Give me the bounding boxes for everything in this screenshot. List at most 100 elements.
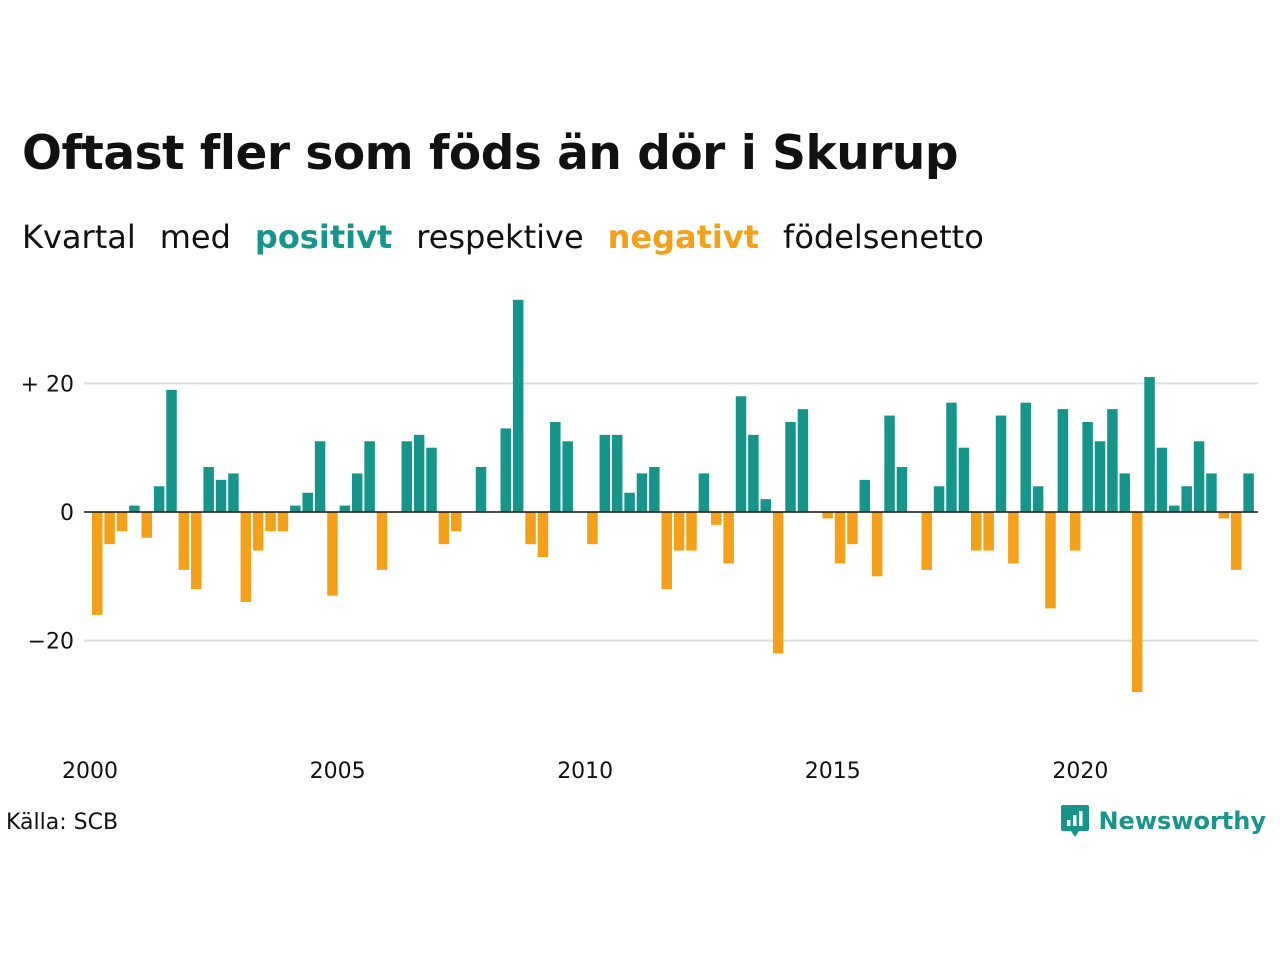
bar [1008,512,1019,564]
bar [166,389,177,512]
bar [376,512,388,570]
y-tick-label: −20 [28,630,74,655]
bar [215,479,227,512]
bar [1169,505,1180,512]
bar [772,512,784,654]
bar [364,441,375,512]
bar [1119,473,1131,512]
bar [797,409,809,512]
bar [1243,473,1254,512]
subtitle-negative: negativt [607,218,760,256]
brand-name: Newsworthy [1098,807,1266,835]
bar [611,434,623,512]
bar [240,512,252,603]
bar [1193,441,1205,512]
bar [525,512,536,545]
bar [711,512,722,525]
bar [537,512,549,558]
bar [401,441,412,512]
bar [785,421,796,512]
bar [178,512,190,570]
bar [302,492,313,512]
bar [1181,486,1192,512]
bar [438,512,450,545]
bar [116,512,128,532]
bar [599,434,611,512]
bar [1094,441,1106,512]
bar [686,512,697,551]
bar [859,479,871,512]
bar [970,512,982,551]
bar [1156,447,1168,512]
bar [1032,486,1044,512]
bar [1206,473,1217,512]
subtitle-text-4: födelsenetto [783,218,984,256]
bar [884,415,895,512]
newsworthy-logo-icon [1061,805,1090,837]
bar [191,512,202,590]
y-tick-label: + 20 [21,372,74,397]
bar [141,512,153,538]
bar [723,512,734,564]
bar [252,512,264,551]
bar [500,428,512,512]
subtitle-positive: positivt [254,218,393,256]
bar [983,512,994,551]
bar [636,473,648,512]
bar [933,486,945,512]
bar [203,466,214,512]
x-tick-label: 2010 [557,759,613,784]
subtitle-text-2: med [159,218,231,256]
bar [339,505,351,512]
x-tick-label: 2005 [310,759,366,784]
bar [104,512,115,545]
bar [550,421,561,512]
bar [661,512,672,590]
bar [314,441,326,512]
bar [896,466,908,512]
bar [327,512,338,596]
chart-subtitle: Kvartal med positivt respektive negativt föde… [22,218,1008,256]
bar [265,512,276,532]
bar [1070,512,1081,551]
bar [673,512,685,551]
bar [587,512,598,545]
bar [822,512,833,519]
bar [847,512,858,545]
brand-logo: Newsworthy [1060,803,1266,839]
bar [871,512,883,577]
bar [277,512,289,532]
chart-title: Oftast fler som föds än dör i Skurup [22,126,959,181]
bar [451,512,462,532]
bar [735,396,747,512]
bar [946,402,957,512]
bar [1082,421,1093,512]
subtitle-text-3: respektive [416,218,584,256]
bar [475,466,487,512]
bar [1020,402,1031,512]
bar [748,434,759,512]
bar [995,415,1007,512]
bar [834,512,846,564]
x-tick-label: 2020 [1052,759,1108,784]
bar [1131,512,1143,693]
bar [760,499,772,512]
bar [921,512,932,570]
bar [413,434,425,512]
bar [129,505,140,512]
bar [562,441,573,512]
bar [1057,409,1069,512]
bar [1218,512,1230,519]
bar [1045,512,1056,609]
bar [1144,376,1155,512]
bar [512,299,524,512]
bar [92,512,103,615]
bar [1107,409,1118,512]
bar [228,473,239,512]
bar [649,466,660,512]
x-tick-label: 2000 [62,759,118,784]
bar [624,492,635,512]
source-note: Källa: SCB [6,810,119,835]
bar-chart: + 20 0 −20 2000 2005 2010 2015 2020 [21,299,1258,784]
subtitle-text-1: Kvartal [22,218,136,256]
